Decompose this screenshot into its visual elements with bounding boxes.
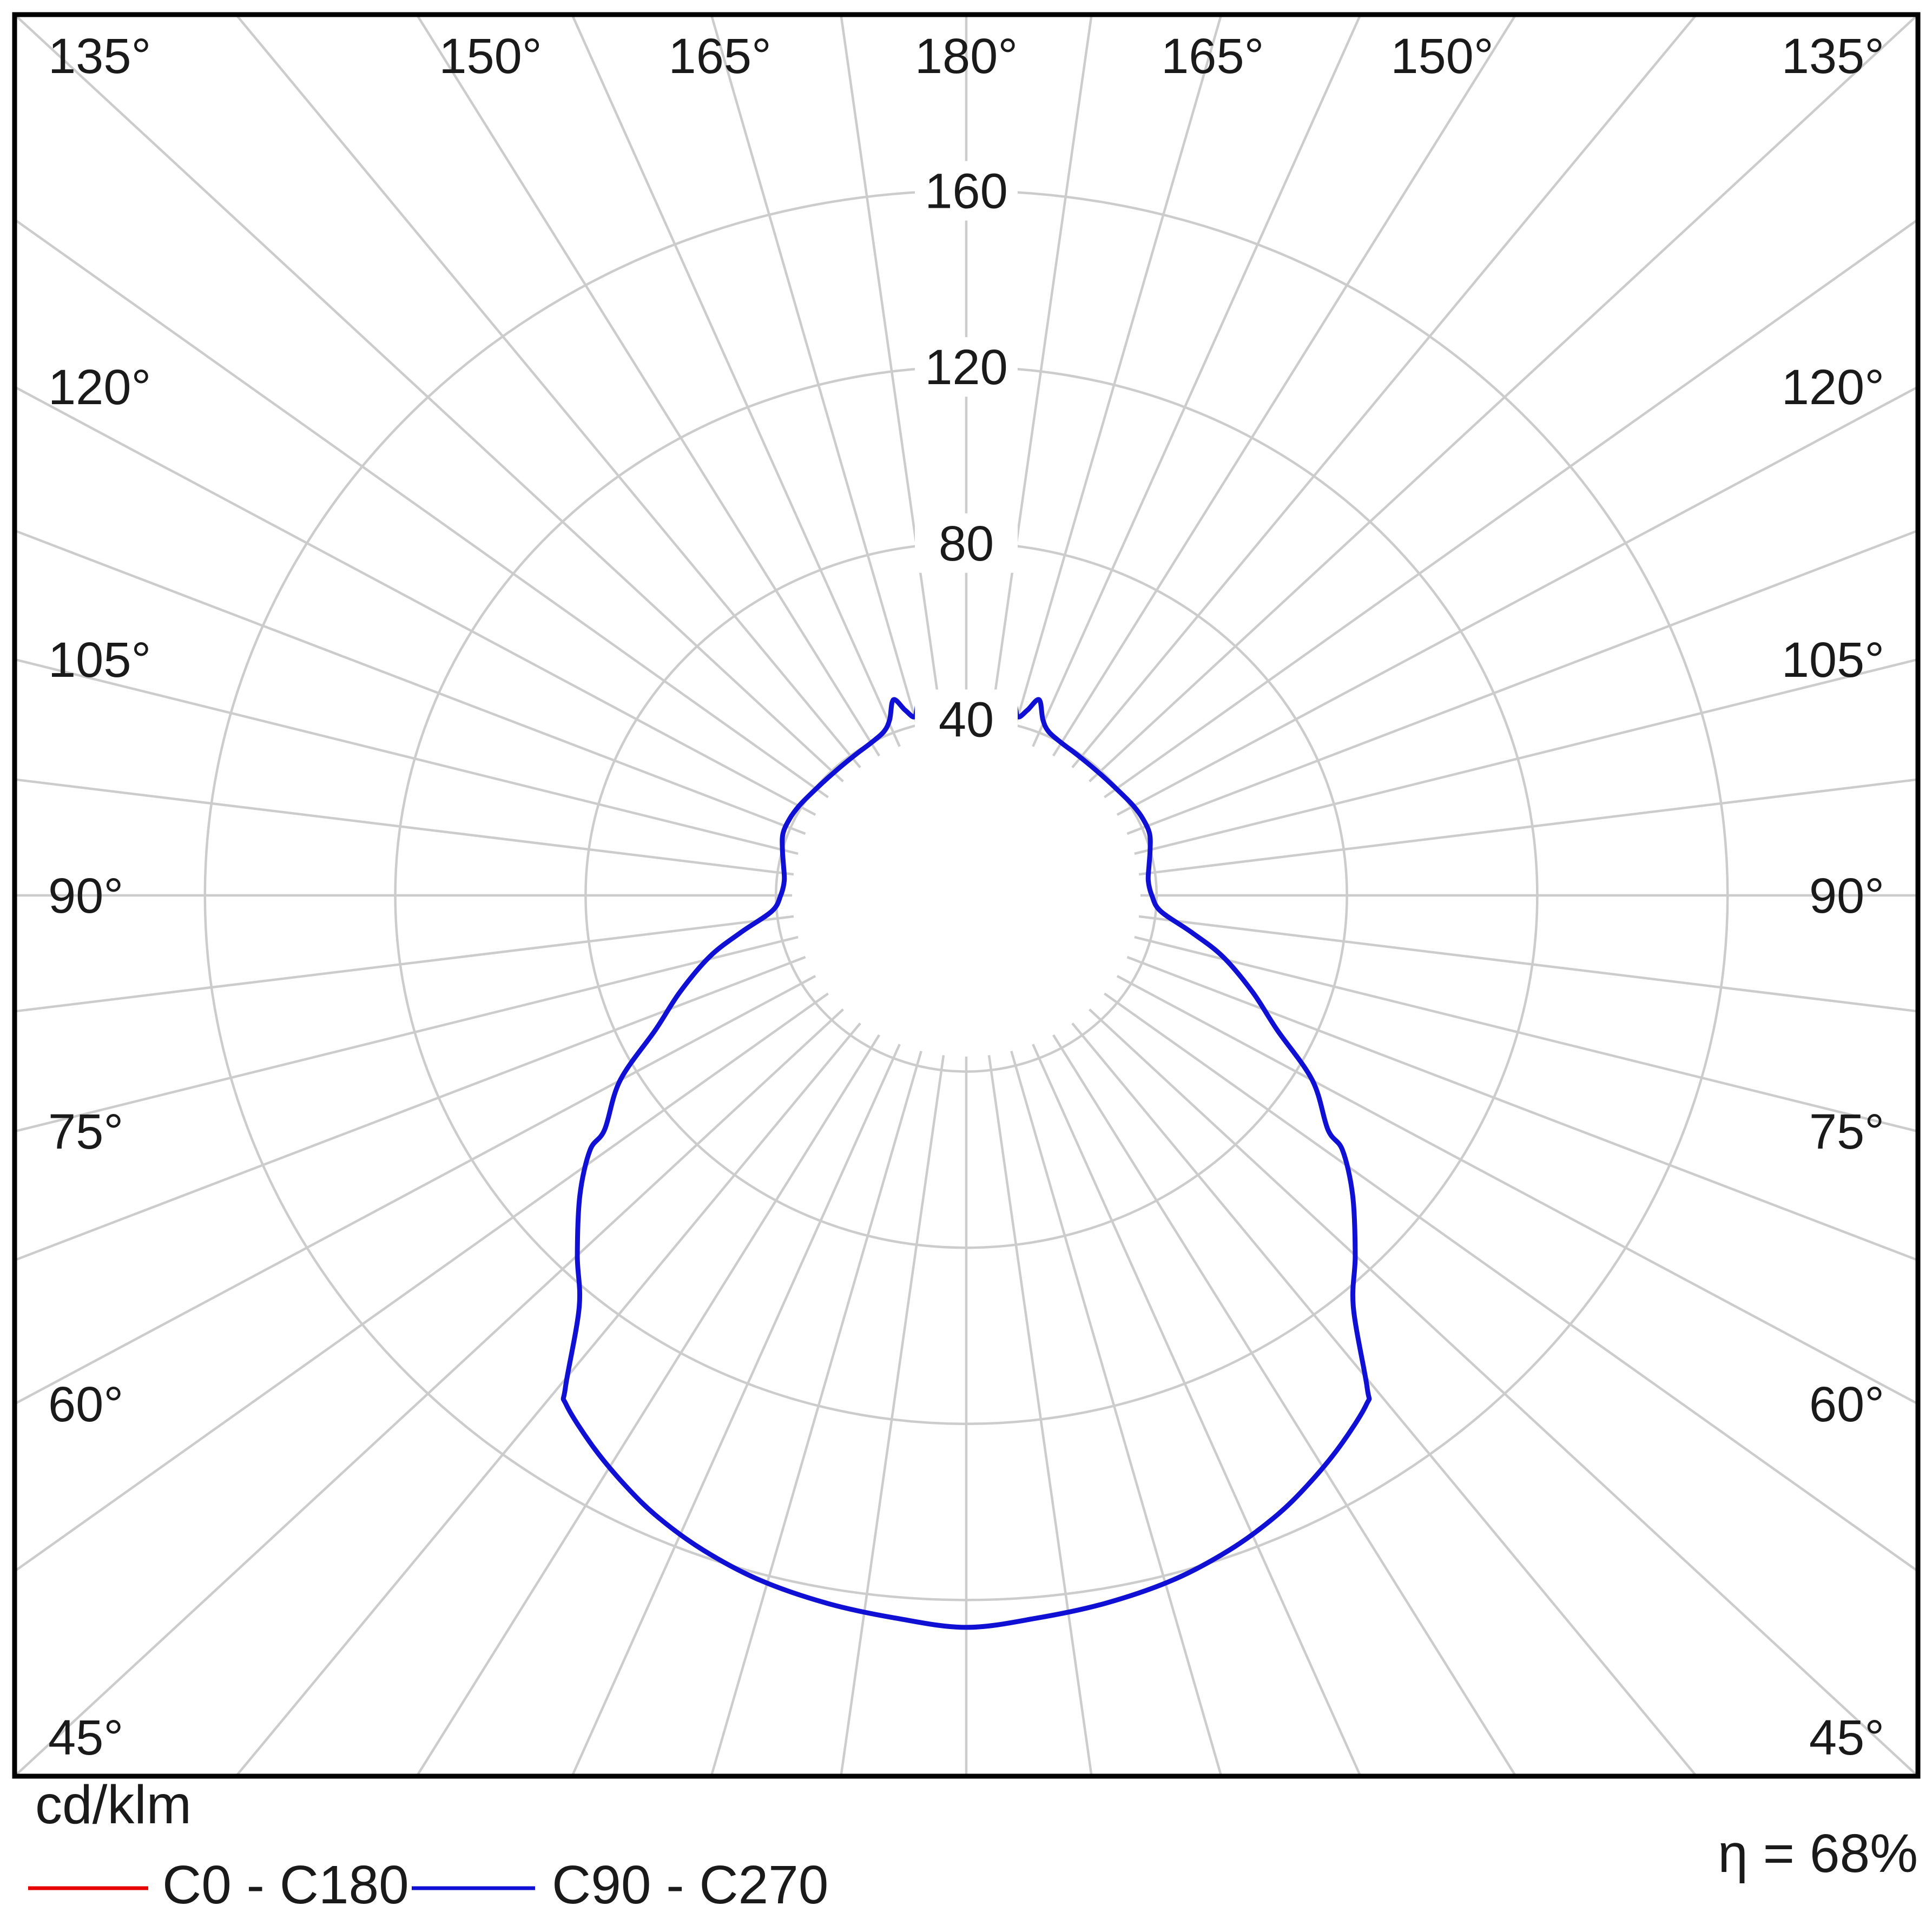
svg-text:40: 40 xyxy=(939,692,994,747)
svg-text:160: 160 xyxy=(925,164,1008,219)
svg-text:120°: 120° xyxy=(48,360,151,415)
svg-text:60°: 60° xyxy=(48,1377,123,1432)
svg-text:135°: 135° xyxy=(1782,29,1884,84)
svg-text:45°: 45° xyxy=(48,1710,123,1765)
svg-text:165°: 165° xyxy=(1161,29,1264,84)
svg-text:105°: 105° xyxy=(48,632,151,688)
svg-text:90°: 90° xyxy=(1809,868,1884,924)
svg-text:75°: 75° xyxy=(48,1104,123,1159)
svg-text:75°: 75° xyxy=(1809,1104,1884,1159)
svg-text:80: 80 xyxy=(939,516,994,571)
svg-text:cd/klm: cd/klm xyxy=(35,1775,192,1835)
svg-text:150°: 150° xyxy=(439,29,542,84)
svg-text:60°: 60° xyxy=(1809,1377,1884,1432)
svg-text:150°: 150° xyxy=(1390,29,1493,84)
svg-text:135°: 135° xyxy=(48,29,151,84)
svg-text:165°: 165° xyxy=(669,29,772,84)
svg-text:45°: 45° xyxy=(1809,1710,1884,1765)
svg-text:C90 - C270: C90 - C270 xyxy=(552,1855,828,1915)
svg-text:105°: 105° xyxy=(1782,632,1884,688)
svg-text:C0 - C180: C0 - C180 xyxy=(162,1855,409,1915)
svg-text:90°: 90° xyxy=(48,868,123,924)
svg-text:η = 68%: η = 68% xyxy=(1718,1823,1918,1884)
svg-text:120: 120 xyxy=(925,340,1008,395)
svg-text:180°: 180° xyxy=(915,29,1018,84)
svg-text:120°: 120° xyxy=(1782,360,1884,415)
